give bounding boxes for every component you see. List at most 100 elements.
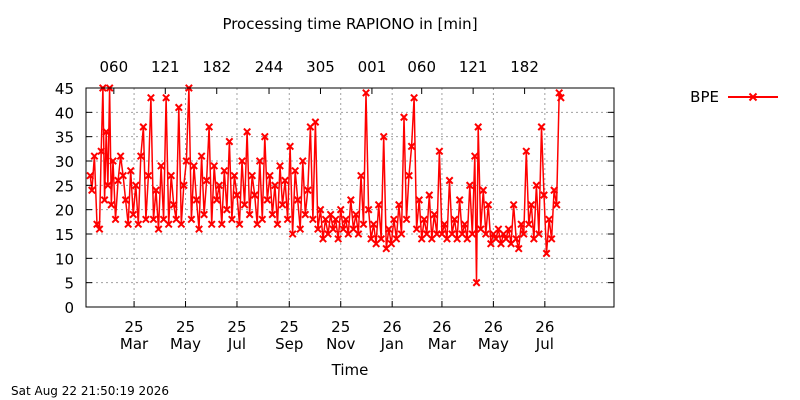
data-point-bpe	[545, 215, 553, 224]
data-point-bpe	[281, 176, 289, 185]
data-point-bpe	[369, 220, 378, 229]
x-tick-label-month: Mar	[120, 335, 149, 353]
data-point-bpe	[346, 196, 355, 204]
data-point-bpe	[555, 88, 564, 97]
data-point-bpe	[288, 230, 297, 238]
data-point-bpe	[395, 200, 403, 209]
data-point-bpe	[336, 205, 345, 214]
x-axis-bottom: 25Mar25May25Jul25Sep25Nov26Jan26Mar26May…	[120, 301, 554, 353]
data-point-bpe	[537, 123, 546, 131]
data-point-bpe	[225, 137, 234, 146]
data-point-bpe	[314, 225, 322, 234]
data-point-bpe	[97, 147, 106, 156]
data-point-bpe	[243, 127, 252, 136]
data-point-bpe	[263, 196, 272, 204]
data-point-bpe	[100, 196, 109, 204]
data-point-bpe	[517, 220, 526, 229]
data-point-bpe	[519, 230, 528, 238]
data-point-bpe	[455, 196, 464, 204]
data-point-bpe	[200, 210, 208, 219]
data-point-bpe	[109, 157, 117, 165]
data-point-bpe	[174, 103, 183, 112]
data-point-bpe	[154, 225, 163, 234]
data-point-bpe	[283, 215, 292, 224]
data-point-bpe	[509, 200, 518, 209]
data-point-bpe	[107, 200, 116, 209]
x-tick-label-month: Jul	[535, 335, 554, 353]
series-bpe	[86, 84, 565, 287]
data-point-bpe	[291, 166, 300, 175]
x-tick-label-month: Nov	[326, 335, 355, 353]
data-point-bpe	[316, 205, 325, 214]
x-top-tick-label: 182	[202, 58, 231, 76]
data-point-bpe	[298, 157, 307, 165]
data-point-bpe	[379, 132, 388, 141]
x-tick-label-day: 26	[383, 318, 402, 336]
x-tick-label-day: 25	[331, 318, 350, 336]
data-point-bpe	[286, 142, 295, 151]
data-point-bpe	[228, 215, 236, 224]
data-point-bpe	[465, 181, 474, 190]
data-point-bpe	[129, 210, 138, 219]
data-point-bpe	[389, 215, 398, 224]
x-tick-label-day: 26	[535, 318, 554, 336]
data-point-bpe	[116, 152, 125, 161]
data-point-bpe	[400, 113, 408, 122]
data-point-bpe	[147, 93, 155, 102]
y-tick-label: 25	[55, 177, 74, 195]
data-point-bpe	[245, 210, 254, 219]
x-tick-label-month: Jul	[227, 335, 246, 353]
x-tick-label-month: Mar	[428, 335, 457, 353]
y-tick-label: 30	[55, 153, 74, 171]
data-point-bpe	[169, 200, 178, 209]
data-point-bpe	[250, 191, 259, 199]
data-point-bpe	[479, 186, 488, 195]
data-point-bpe	[468, 230, 477, 238]
x-axis-top: 060 121 182 244 305 001 060 121 182	[100, 58, 539, 94]
data-point-bpe	[258, 215, 267, 224]
data-point-bpe	[195, 225, 203, 234]
data-point-bpe	[102, 127, 111, 136]
y-tick-label: 10	[55, 250, 74, 268]
data-point-bpe	[217, 220, 226, 229]
data-point-bpe	[410, 93, 419, 102]
data-point-bpe	[207, 220, 216, 229]
data-point-bpe	[308, 215, 317, 224]
data-point-bpe	[152, 186, 160, 195]
x-tick-label-day: 25	[280, 318, 299, 336]
data-point-bpe	[202, 176, 211, 185]
x-top-tick-label: 060	[407, 58, 436, 76]
data-point-bpe	[354, 230, 363, 238]
data-point-bpe	[430, 210, 439, 219]
data-point-bpe	[144, 171, 153, 180]
data-point-bpe	[450, 215, 459, 224]
data-point-bpe	[240, 200, 249, 209]
data-point-bpe	[296, 225, 305, 234]
x-tick-label-month: May	[478, 335, 509, 353]
data-point-bpe	[425, 191, 434, 199]
x-tick-label-day: 25	[227, 318, 246, 336]
legend: BPE	[690, 88, 778, 106]
chart-title: Processing time RAPIONO in [min]	[222, 15, 477, 33]
data-point-bpe	[119, 171, 128, 180]
y-tick-label: 0	[64, 299, 74, 317]
data-point-bpe	[357, 171, 365, 180]
data-point-bpe	[440, 220, 449, 229]
data-point-bpe	[384, 225, 393, 234]
x-top-tick-label: 182	[510, 58, 539, 76]
data-point-bpe	[149, 215, 158, 224]
data-point-bpe	[222, 205, 231, 214]
data-point-bpe	[111, 215, 120, 224]
data-point-bpe	[524, 220, 533, 229]
timestamp: Sat Aug 22 21:50:19 2026	[11, 384, 169, 398]
x-top-tick-label: 305	[306, 58, 335, 76]
data-point-bpe	[87, 186, 96, 195]
data-point-bpe	[93, 220, 101, 229]
data-point-bpe	[167, 171, 176, 180]
x-tick-label-day: 26	[432, 318, 451, 336]
data-point-bpe	[334, 234, 343, 243]
data-point-bpe	[255, 157, 264, 165]
data-point-bpe	[415, 196, 424, 204]
data-point-bpe	[550, 186, 559, 195]
